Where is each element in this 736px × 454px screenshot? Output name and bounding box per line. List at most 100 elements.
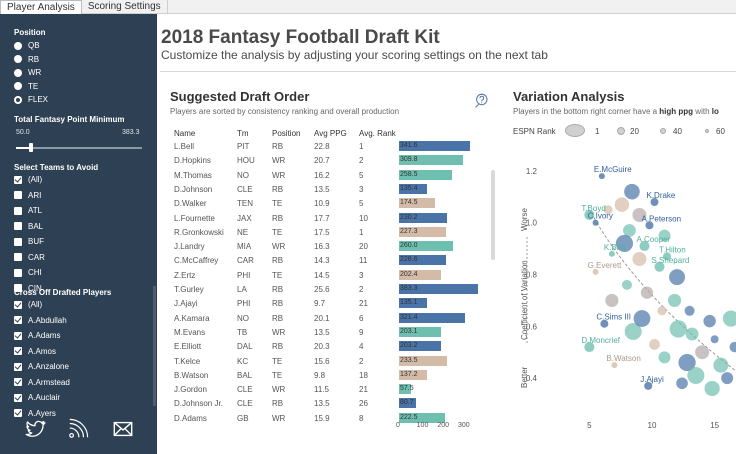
checkbox-icon[interactable] [14, 284, 22, 292]
position-option[interactable]: WR [14, 68, 41, 77]
fantasy-points-bar[interactable] [399, 241, 453, 252]
player-point[interactable] [645, 221, 654, 230]
player-point[interactable] [678, 353, 696, 372]
player-point[interactable] [603, 205, 613, 215]
player-name[interactable]: B.Watson [174, 370, 209, 380]
position-option[interactable]: RB [14, 55, 39, 64]
player-point[interactable] [722, 310, 736, 327]
checkbox-icon[interactable] [14, 347, 22, 355]
column-header-team[interactable]: Tm [237, 129, 249, 138]
checkbox-icon[interactable] [14, 362, 22, 371]
rss-icon[interactable] [67, 418, 89, 440]
player-point[interactable] [669, 320, 688, 338]
player-point[interactable] [632, 207, 647, 222]
player-point[interactable] [669, 269, 686, 286]
position-option[interactable]: FLEX [14, 95, 48, 104]
player-point[interactable] [614, 197, 630, 212]
player-point[interactable] [584, 342, 595, 353]
player-point[interactable] [684, 305, 695, 316]
player-name[interactable]: D.Walker [174, 199, 207, 209]
player-point[interactable] [657, 306, 667, 316]
team-option[interactable]: CHI [14, 268, 42, 277]
player-name[interactable]: E.Elliott [174, 342, 202, 352]
team-option[interactable]: (All) [14, 175, 42, 184]
tab-player-analysis[interactable]: Player Analysis [0, 0, 82, 15]
player-point[interactable] [611, 362, 618, 369]
fantasy-points-bar[interactable] [399, 312, 466, 323]
fantasy-points-bar[interactable] [399, 226, 446, 237]
points-slider-handle[interactable] [29, 143, 34, 152]
player-name[interactable]: J.Landry [174, 242, 205, 252]
player-point[interactable] [615, 234, 634, 253]
column-header-rank[interactable]: Avg. Rank [359, 129, 396, 138]
checkbox-icon[interactable] [14, 300, 22, 309]
checkbox-icon[interactable] [14, 268, 22, 277]
player-point[interactable] [600, 319, 609, 328]
fantasy-points-bar[interactable] [399, 183, 427, 194]
player-point[interactable] [695, 345, 710, 360]
checkbox-icon[interactable] [14, 253, 22, 261]
variation-scatter-plot[interactable]: 0.4 0.6 0.8 1.0 1.2 5 10 15 Better Coefficient of… [508, 148, 736, 454]
player-name[interactable]: D.Hopkins [174, 156, 211, 166]
fantasy-points-bar[interactable] [399, 255, 447, 266]
player-name[interactable]: D.Johnson [174, 184, 213, 194]
drafted-option[interactable]: A.Anzalone [14, 362, 69, 371]
player-name[interactable]: M.Evans [174, 327, 206, 337]
checkbox-icon[interactable] [14, 175, 22, 184]
player-point[interactable] [598, 173, 605, 180]
twitter-icon[interactable] [24, 418, 46, 440]
player-point[interactable] [713, 357, 729, 373]
drafted-option[interactable]: A.Amos [14, 347, 56, 356]
drafted-option[interactable]: A.Abdullah [14, 316, 67, 325]
player-point[interactable] [667, 293, 682, 308]
checkbox-icon[interactable] [14, 393, 22, 402]
player-point[interactable] [721, 372, 734, 385]
radio-icon[interactable] [14, 55, 22, 63]
player-point[interactable] [703, 314, 716, 328]
fantasy-points-bar[interactable] [399, 298, 427, 309]
player-point[interactable] [639, 241, 650, 252]
player-point[interactable] [632, 251, 647, 266]
checkbox-icon[interactable] [14, 316, 22, 324]
mail-icon[interactable] [112, 418, 134, 440]
column-header-position[interactable]: Position [272, 129, 301, 138]
checkbox-icon[interactable] [14, 237, 22, 246]
fantasy-points-bar[interactable] [399, 284, 479, 294]
tab-scoring-settings[interactable]: Scoring Settings [82, 0, 168, 14]
drafted-scrollbar[interactable] [153, 286, 156, 406]
player-point[interactable] [658, 229, 671, 242]
radio-icon[interactable] [14, 68, 22, 77]
player-point[interactable] [624, 183, 640, 200]
drafted-option[interactable]: A.Adams [14, 331, 60, 340]
fantasy-points-bar[interactable] [399, 141, 470, 151]
fantasy-points-bar[interactable] [399, 269, 441, 280]
player-point[interactable] [608, 250, 615, 257]
player-point[interactable] [650, 198, 659, 207]
player-point[interactable] [623, 224, 636, 237]
player-point[interactable] [685, 327, 699, 341]
player-point[interactable] [649, 339, 660, 350]
drafted-option[interactable]: (All) [14, 300, 42, 309]
player-name[interactable]: C.McCaffrey [174, 256, 219, 266]
fantasy-points-bar[interactable] [399, 355, 448, 366]
player-name[interactable]: L.Bell [174, 142, 195, 151]
fantasy-points-bar[interactable] [399, 212, 447, 223]
draft-table-scrollbar[interactable] [491, 170, 495, 260]
player-name[interactable]: M.Thomas [174, 170, 212, 180]
checkbox-icon[interactable] [14, 409, 22, 417]
player-name[interactable]: J.Gordon [174, 385, 207, 395]
position-option[interactable]: QB [14, 41, 40, 50]
fantasy-points-bar[interactable] [399, 169, 453, 180]
player-point[interactable] [644, 381, 653, 390]
drafted-option[interactable]: A.Ayers [14, 409, 56, 418]
player-point[interactable] [687, 367, 705, 385]
player-point[interactable] [654, 261, 665, 272]
player-point[interactable] [633, 310, 651, 327]
radio-icon[interactable] [14, 41, 22, 50]
checkbox-icon[interactable] [14, 222, 22, 230]
radio-icon[interactable] [14, 95, 22, 104]
player-point[interactable] [592, 219, 599, 226]
player-point[interactable] [729, 341, 736, 353]
player-point[interactable] [658, 351, 671, 364]
player-name[interactable]: A.Kamara [174, 313, 210, 323]
